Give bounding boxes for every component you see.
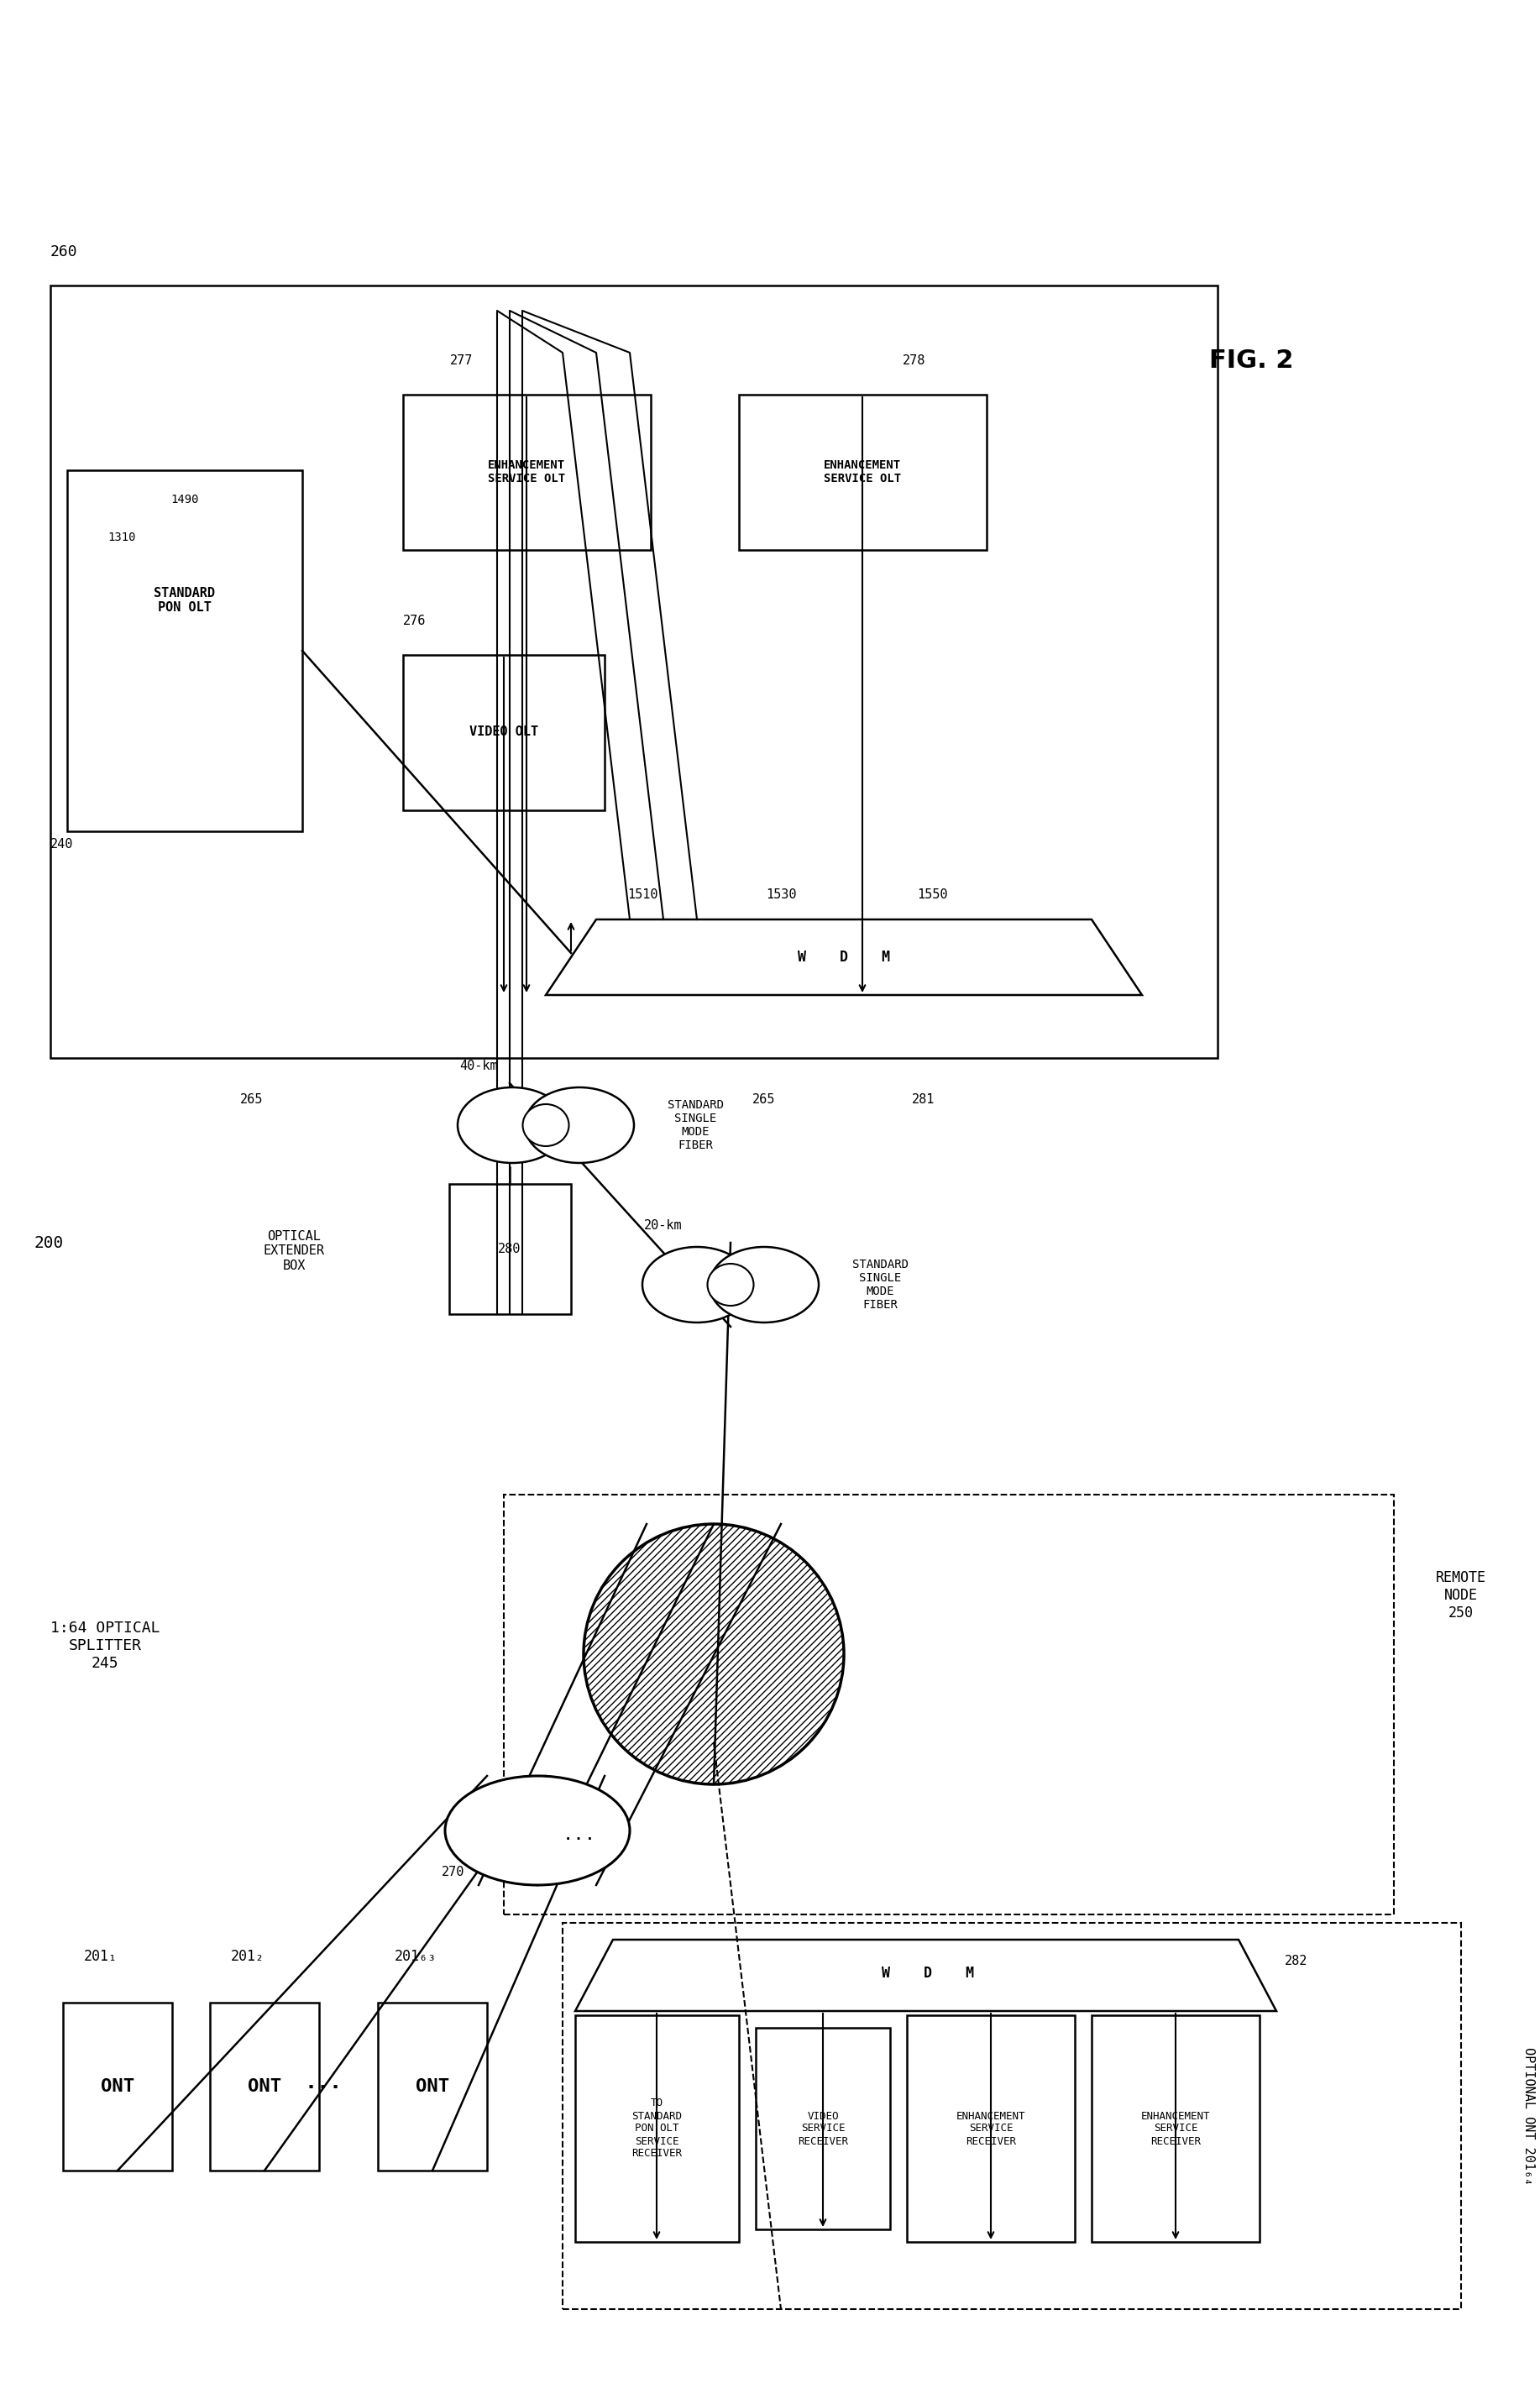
Text: 40-km: 40-km bbox=[459, 1060, 497, 1072]
Text: 240: 240 bbox=[51, 837, 74, 851]
Text: OPTICAL
EXTENDER
BOX: OPTICAL EXTENDER BOX bbox=[263, 1231, 325, 1272]
Text: 260: 260 bbox=[51, 245, 79, 260]
Text: 1530: 1530 bbox=[765, 887, 796, 902]
Text: W    D    M: W D M bbox=[882, 1966, 973, 1981]
Text: 280: 280 bbox=[499, 1243, 521, 1255]
Bar bbox=[377, 2003, 487, 2171]
Text: W    D    M: W D M bbox=[798, 950, 890, 964]
Text: 282: 282 bbox=[1284, 1954, 1307, 1966]
Bar bbox=[51, 286, 1218, 1058]
Text: 1510: 1510 bbox=[627, 887, 658, 902]
Text: 281: 281 bbox=[912, 1094, 935, 1106]
Text: REMOTE
NODE
250: REMOTE NODE 250 bbox=[1435, 1570, 1486, 1620]
Text: TO
STANDARD
PON OLT
SERVICE
RECEIVER: TO STANDARD PON OLT SERVICE RECEIVER bbox=[631, 2099, 682, 2159]
Bar bbox=[450, 1183, 571, 1315]
Bar bbox=[907, 2015, 1075, 2243]
Text: ONT: ONT bbox=[416, 2077, 450, 2094]
Text: 1:64 OPTICAL
SPLITTER
245: 1:64 OPTICAL SPLITTER 245 bbox=[51, 1620, 160, 1671]
Text: ...: ... bbox=[562, 1827, 596, 1844]
Text: 1490: 1490 bbox=[171, 493, 199, 505]
Text: 1550: 1550 bbox=[916, 887, 947, 902]
Text: VIDEO OLT: VIDEO OLT bbox=[470, 726, 539, 738]
Text: 270: 270 bbox=[442, 1866, 465, 1880]
Text: FIG. 2: FIG. 2 bbox=[1209, 349, 1294, 373]
Text: 278: 278 bbox=[902, 356, 926, 368]
Text: ...: ... bbox=[305, 2072, 342, 2091]
Text: 20-km: 20-km bbox=[644, 1219, 682, 1233]
Bar bbox=[576, 2015, 739, 2243]
Bar bbox=[68, 471, 302, 832]
Polygon shape bbox=[576, 1940, 1277, 2012]
Text: 1310: 1310 bbox=[108, 531, 136, 543]
Bar bbox=[403, 394, 651, 551]
Bar bbox=[713, 1267, 747, 1303]
Text: 201₁: 201₁ bbox=[85, 1950, 117, 1964]
Text: 200: 200 bbox=[34, 1236, 63, 1250]
Text: 265: 265 bbox=[753, 1094, 776, 1106]
Ellipse shape bbox=[707, 1265, 753, 1305]
Text: STANDARD
PON OLT: STANDARD PON OLT bbox=[154, 587, 216, 613]
Text: ONT: ONT bbox=[100, 2077, 134, 2094]
Bar bbox=[403, 654, 605, 810]
Ellipse shape bbox=[522, 1103, 568, 1147]
Bar bbox=[530, 1106, 562, 1144]
Bar bbox=[562, 1923, 1461, 2310]
Text: VIDEO
SERVICE
RECEIVER: VIDEO SERVICE RECEIVER bbox=[798, 2111, 849, 2147]
Text: 276: 276 bbox=[403, 615, 427, 627]
Text: 277: 277 bbox=[450, 356, 473, 368]
Bar bbox=[209, 2003, 319, 2171]
Text: ENHANCEMENT
SERVICE OLT: ENHANCEMENT SERVICE OLT bbox=[824, 459, 901, 486]
Bar bbox=[63, 2003, 172, 2171]
Ellipse shape bbox=[445, 1777, 630, 1885]
Bar bbox=[756, 2029, 890, 2229]
Ellipse shape bbox=[710, 1248, 819, 1322]
Text: STANDARD
SINGLE
MODE
FIBER: STANDARD SINGLE MODE FIBER bbox=[667, 1099, 724, 1152]
Text: ENHANCEMENT
SERVICE OLT: ENHANCEMENT SERVICE OLT bbox=[488, 459, 565, 486]
Polygon shape bbox=[545, 918, 1143, 995]
Text: STANDARD
SINGLE
MODE
FIBER: STANDARD SINGLE MODE FIBER bbox=[852, 1257, 909, 1310]
Bar bbox=[739, 394, 987, 551]
Text: ENHANCEMENT
SERVICE
RECEIVER: ENHANCEMENT SERVICE RECEIVER bbox=[1141, 2111, 1210, 2147]
Ellipse shape bbox=[642, 1248, 752, 1322]
Text: ENHANCEMENT
SERVICE
RECEIVER: ENHANCEMENT SERVICE RECEIVER bbox=[956, 2111, 1026, 2147]
Text: 201₆₃: 201₆₃ bbox=[394, 1950, 437, 1964]
Bar bbox=[1092, 2015, 1260, 2243]
Bar bbox=[504, 1495, 1394, 1914]
Text: OPTIONAL ONT 201₆₄: OPTIONAL ONT 201₆₄ bbox=[1522, 2048, 1534, 2185]
Ellipse shape bbox=[457, 1087, 567, 1164]
Text: 201₂: 201₂ bbox=[231, 1950, 265, 1964]
Ellipse shape bbox=[525, 1087, 634, 1164]
Text: 265: 265 bbox=[240, 1094, 263, 1106]
Text: ONT: ONT bbox=[248, 2077, 282, 2094]
